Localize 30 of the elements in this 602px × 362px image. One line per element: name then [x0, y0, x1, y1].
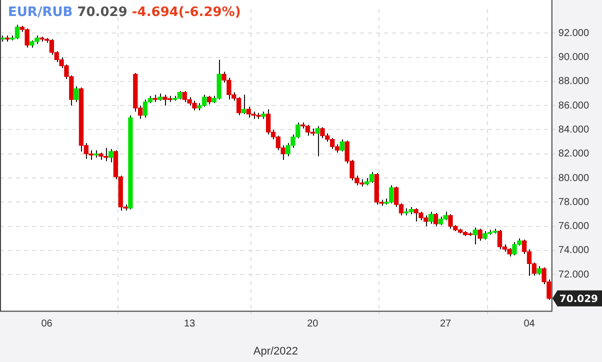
candlestick: [340, 138, 344, 152]
chart-title: EUR/RUB: [8, 5, 73, 20]
y-tick-label: 90.000: [558, 52, 590, 64]
y-tick-label: 86.000: [558, 100, 590, 112]
candlestick: [472, 227, 478, 245]
y-tick-label: 84.000: [558, 124, 590, 136]
candlestick: [433, 212, 438, 227]
y-tick-label: 76.000: [558, 221, 590, 232]
y-tick-label: 88.000: [558, 76, 590, 88]
x-tick-label: 13: [184, 318, 196, 330]
x-tick-label: 27: [440, 318, 452, 330]
candlestick: [315, 126, 320, 157]
y-tick-label: 78.000: [558, 196, 590, 208]
annotation: -4.694(-6.29%): [132, 5, 241, 20]
candlestick: [241, 94, 246, 115]
candlestick: [478, 228, 482, 242]
text: 70.029: [559, 294, 598, 305]
candlestick: [108, 148, 114, 163]
y-tick-label: 72.000: [558, 269, 590, 280]
candlestick: [428, 211, 434, 224]
y-tick-label: 92.000: [558, 28, 590, 39]
y-tick-label: 74.000: [558, 245, 590, 256]
y-tick-label: 80.000: [558, 172, 590, 184]
x-axis-title: Apr/2022: [253, 345, 298, 358]
y-tick-label: 82.000: [558, 148, 590, 160]
chart-subtitle: 70.029: [77, 5, 128, 20]
x-tick-label: 20: [307, 318, 319, 330]
x-tick-label: 04: [524, 318, 536, 330]
candlestick: [74, 86, 79, 102]
x-tick-label: 06: [41, 318, 53, 330]
